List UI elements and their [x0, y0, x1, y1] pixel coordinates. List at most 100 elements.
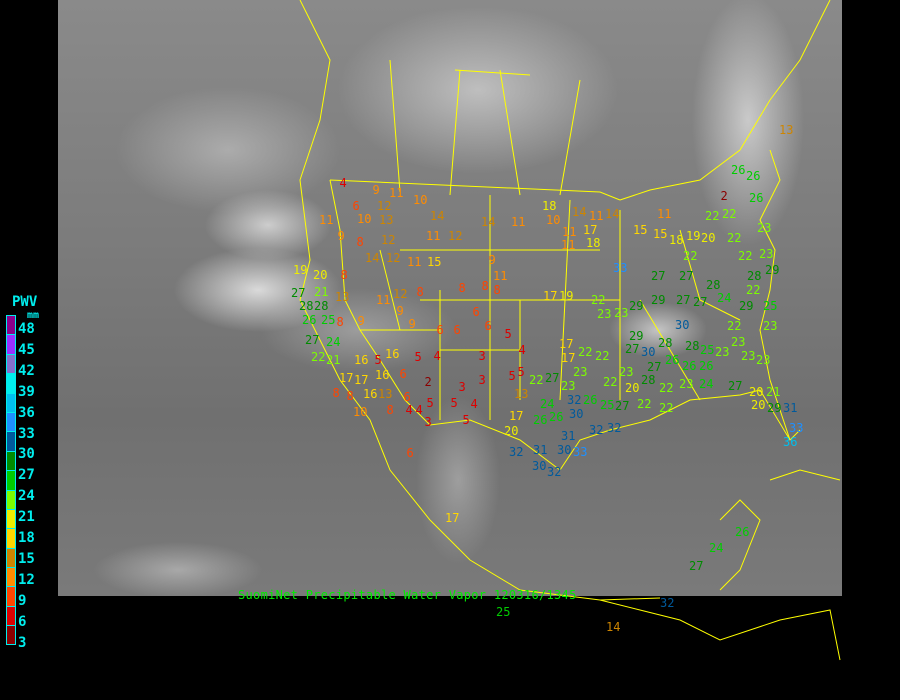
station-pwv-value: 22	[311, 350, 326, 364]
legend-swatch	[6, 353, 16, 374]
station-pwv-value: 18	[586, 236, 601, 250]
legend-label: 3	[18, 634, 27, 651]
station-pwv-value: 3	[458, 380, 466, 394]
station-pwv-value: 23	[715, 345, 730, 359]
boundary-line	[639, 299, 701, 401]
station-pwv-value: 22	[578, 345, 593, 359]
boundary-line	[499, 69, 521, 196]
map-caption: SuomiNet Precipitable Water Vapor 120316…	[238, 588, 577, 602]
legend-label: 36	[18, 404, 35, 421]
station-pwv-value: 14	[605, 207, 620, 221]
boundary-line	[299, 0, 661, 601]
boundary-line	[759, 149, 791, 441]
station-pwv-value: 8	[493, 283, 501, 297]
station-pwv-value: 33	[789, 421, 804, 435]
station-pwv-value: 29	[629, 299, 644, 313]
station-pwv-value: 22	[659, 381, 674, 395]
legend-swatch	[6, 586, 16, 606]
station-pwv-value: 21	[326, 353, 341, 367]
station-pwv-value: 8	[336, 315, 344, 329]
station-pwv-value: 3	[478, 349, 486, 363]
station-pwv-value: 5	[508, 369, 516, 383]
station-pwv-value: 13	[514, 387, 529, 401]
station-pwv-value: 25	[321, 313, 336, 327]
station-pwv-value: 13	[779, 123, 794, 137]
legend-label: 42	[18, 362, 35, 379]
station-pwv-value: 5	[450, 396, 458, 410]
station-pwv-value: 6	[406, 446, 414, 460]
station-pwv-value: 26	[682, 359, 697, 373]
station-pwv-value: 22	[683, 249, 698, 263]
legend-swatch	[6, 334, 16, 354]
station-pwv-value: 33	[573, 445, 588, 459]
station-pwv-value: 27	[693, 295, 708, 309]
station-pwv-value: 4	[415, 403, 423, 417]
legend-title: PWV	[12, 294, 38, 310]
station-pwv-value: 27	[728, 379, 743, 393]
station-pwv-value: 24	[699, 377, 714, 391]
station-pwv-value: 29	[739, 299, 754, 313]
station-pwv-value: 12	[393, 287, 408, 301]
station-pwv-value: 32	[589, 423, 604, 437]
legend-swatch	[6, 373, 16, 393]
station-pwv-value: 10	[357, 212, 372, 226]
boundary-line	[559, 79, 581, 196]
station-pwv-value: 15	[633, 223, 648, 237]
station-pwv-value: 3	[478, 373, 486, 387]
station-pwv-value: 4	[433, 349, 441, 363]
station-pwv-value: 17	[543, 289, 558, 303]
station-pwv-value: 8	[332, 386, 340, 400]
station-pwv-value: 32	[660, 596, 675, 610]
station-pwv-value: 33	[613, 261, 628, 275]
station-pwv-value: 29	[765, 263, 780, 277]
station-pwv-value: 29	[767, 401, 782, 415]
station-pwv-value: 26	[731, 163, 746, 177]
boundary-line	[769, 469, 841, 481]
station-pwv-value: 16	[375, 368, 390, 382]
station-pwv-value: 22	[727, 231, 742, 245]
station-pwv-value: 32	[547, 465, 562, 479]
station-pwv-value: 9	[408, 317, 416, 331]
station-pwv-value: 12	[377, 199, 392, 213]
station-pwv-value: 28	[747, 269, 762, 283]
boundary-line	[559, 389, 801, 471]
station-pwv-value: 26	[583, 393, 598, 407]
boundary-line	[559, 199, 571, 401]
station-pwv-value: 11	[376, 293, 391, 307]
station-pwv-value: 16	[363, 387, 378, 401]
station-pwv-value: 24	[717, 291, 732, 305]
station-pwv-value: 30	[641, 345, 656, 359]
station-pwv-value: 25	[700, 343, 715, 357]
station-pwv-value: 20	[701, 231, 716, 245]
station-pwv-value: 19	[559, 289, 574, 303]
station-pwv-value: 5	[374, 353, 382, 367]
station-pwv-value: 16	[385, 347, 400, 361]
station-pwv-value: 30	[569, 407, 584, 421]
station-pwv-value: 6	[399, 367, 407, 381]
station-pwv-value: 26	[549, 410, 564, 424]
station-pwv-value: 27	[689, 559, 704, 573]
station-pwv-value: 12	[448, 229, 463, 243]
station-pwv-value: 29	[651, 293, 666, 307]
station-pwv-value: 6	[453, 323, 461, 337]
station-pwv-value: 20	[751, 398, 766, 412]
station-pwv-value: 21	[314, 285, 329, 299]
legend-swatch	[6, 605, 16, 626]
station-pwv-value: 22	[705, 209, 720, 223]
station-pwv-value: 31	[533, 443, 548, 457]
station-pwv-value: 13	[379, 213, 394, 227]
station-pwv-value: 23	[763, 319, 778, 333]
boundary-line	[329, 179, 561, 471]
station-pwv-value: 6	[436, 323, 444, 337]
station-pwv-value: 18	[542, 199, 557, 213]
station-pwv-value: 27	[545, 371, 560, 385]
station-pwv-value: 9	[357, 314, 365, 328]
station-pwv-value: 8	[386, 403, 394, 417]
station-pwv-value: 14	[430, 209, 445, 223]
station-pwv-value: 10	[353, 405, 368, 419]
station-pwv-value: 20	[749, 385, 764, 399]
station-pwv-value: 4	[518, 343, 526, 357]
boundary-line	[379, 249, 401, 331]
satellite-image	[58, 0, 842, 596]
